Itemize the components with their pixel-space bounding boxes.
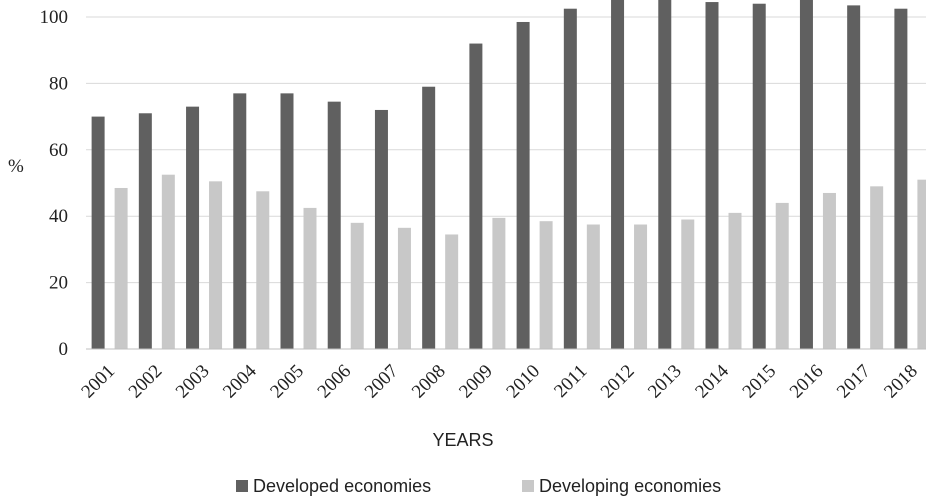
x-tick-label: 2002 xyxy=(125,361,167,403)
developing-bar-2002 xyxy=(161,174,175,349)
x-tick-label: 2012 xyxy=(597,361,639,403)
developed-bar-2017 xyxy=(847,5,861,349)
developed-bar-2013 xyxy=(658,0,672,349)
x-tick-label: 2008 xyxy=(408,361,450,403)
developed-bar-2012 xyxy=(611,0,625,349)
developed-bar-2007 xyxy=(374,109,388,350)
developed-bar-2015 xyxy=(752,3,766,349)
developed-bar-2005 xyxy=(280,93,294,349)
developing-bar-2017 xyxy=(870,186,884,349)
developing-bar-2005 xyxy=(303,207,317,349)
developing-bar-2010 xyxy=(539,221,553,349)
legend-label: Developed economies xyxy=(253,476,431,496)
x-tick-label: 2007 xyxy=(361,361,403,403)
developed-bar-2004 xyxy=(233,93,247,349)
developing-bar-2014 xyxy=(728,212,742,349)
y-tick-labels: 0 20 40 60 80 100 xyxy=(40,7,69,360)
developed-bar-2006 xyxy=(327,101,341,349)
x-tick-labels: 2001 2002 2003 2004 2005 2006 2007 2008 2009 2010… xyxy=(77,360,921,402)
y-tick-label: 60 xyxy=(49,140,68,161)
developed-bar-2009 xyxy=(469,43,483,350)
legend-label: Developing economies xyxy=(539,476,721,496)
developed-bar-2018 xyxy=(894,8,908,349)
legend-swatch xyxy=(236,480,248,492)
y-axis-label: % xyxy=(8,156,24,177)
x-tick-label: 2001 xyxy=(77,361,119,403)
x-tick-label: 2005 xyxy=(266,361,308,403)
developing-bar-2007 xyxy=(397,227,411,349)
developing-bar-2013 xyxy=(681,219,695,349)
developing-bar-2009 xyxy=(492,217,506,349)
developing-bar-2012 xyxy=(634,224,648,349)
x-tick-label: 2014 xyxy=(691,360,733,402)
developing-bar-2015 xyxy=(775,202,789,349)
legend: Developed economies Developing economies xyxy=(236,476,721,496)
developed-bar-2001 xyxy=(91,116,105,349)
legend-swatch xyxy=(522,480,534,492)
x-tick-label: 2018 xyxy=(880,361,922,403)
developing-bar-2001 xyxy=(114,187,128,349)
developing-bar-2008 xyxy=(445,234,459,349)
developing-bar-2003 xyxy=(209,181,223,349)
x-tick-label: 2017 xyxy=(833,361,875,403)
x-tick-label: 2011 xyxy=(550,361,591,402)
y-tick-label: 20 xyxy=(49,273,68,294)
y-tick-label: 0 xyxy=(59,339,69,360)
x-tick-label: 2003 xyxy=(172,361,214,403)
bars xyxy=(91,0,926,350)
developing-bar-2011 xyxy=(586,224,600,349)
x-tick-label: 2015 xyxy=(739,361,781,403)
x-tick-label: 2009 xyxy=(455,361,497,403)
developed-bar-2016 xyxy=(799,0,813,349)
developed-bar-2014 xyxy=(705,2,719,350)
developed-bar-2011 xyxy=(563,8,577,349)
developed-bar-2002 xyxy=(138,113,152,349)
developing-bar-2016 xyxy=(822,192,836,349)
developing-bar-2004 xyxy=(256,191,270,349)
developing-bar-2018 xyxy=(917,179,926,349)
y-tick-label: 80 xyxy=(49,73,68,94)
x-tick-label: 2010 xyxy=(502,361,544,403)
developed-bar-2008 xyxy=(422,86,436,349)
developing-bar-2006 xyxy=(350,222,364,349)
y-tick-label: 40 xyxy=(49,206,68,227)
y-tick-label: 100 xyxy=(40,7,69,28)
developed-bar-2010 xyxy=(516,21,530,349)
x-tick-label: 2016 xyxy=(786,361,828,403)
x-axis-title: YEARS xyxy=(432,430,493,450)
x-tick-label: 2013 xyxy=(644,361,686,403)
x-tick-label: 2004 xyxy=(219,360,261,402)
developed-bar-2003 xyxy=(186,106,200,349)
x-tick-label: 2006 xyxy=(314,361,356,403)
